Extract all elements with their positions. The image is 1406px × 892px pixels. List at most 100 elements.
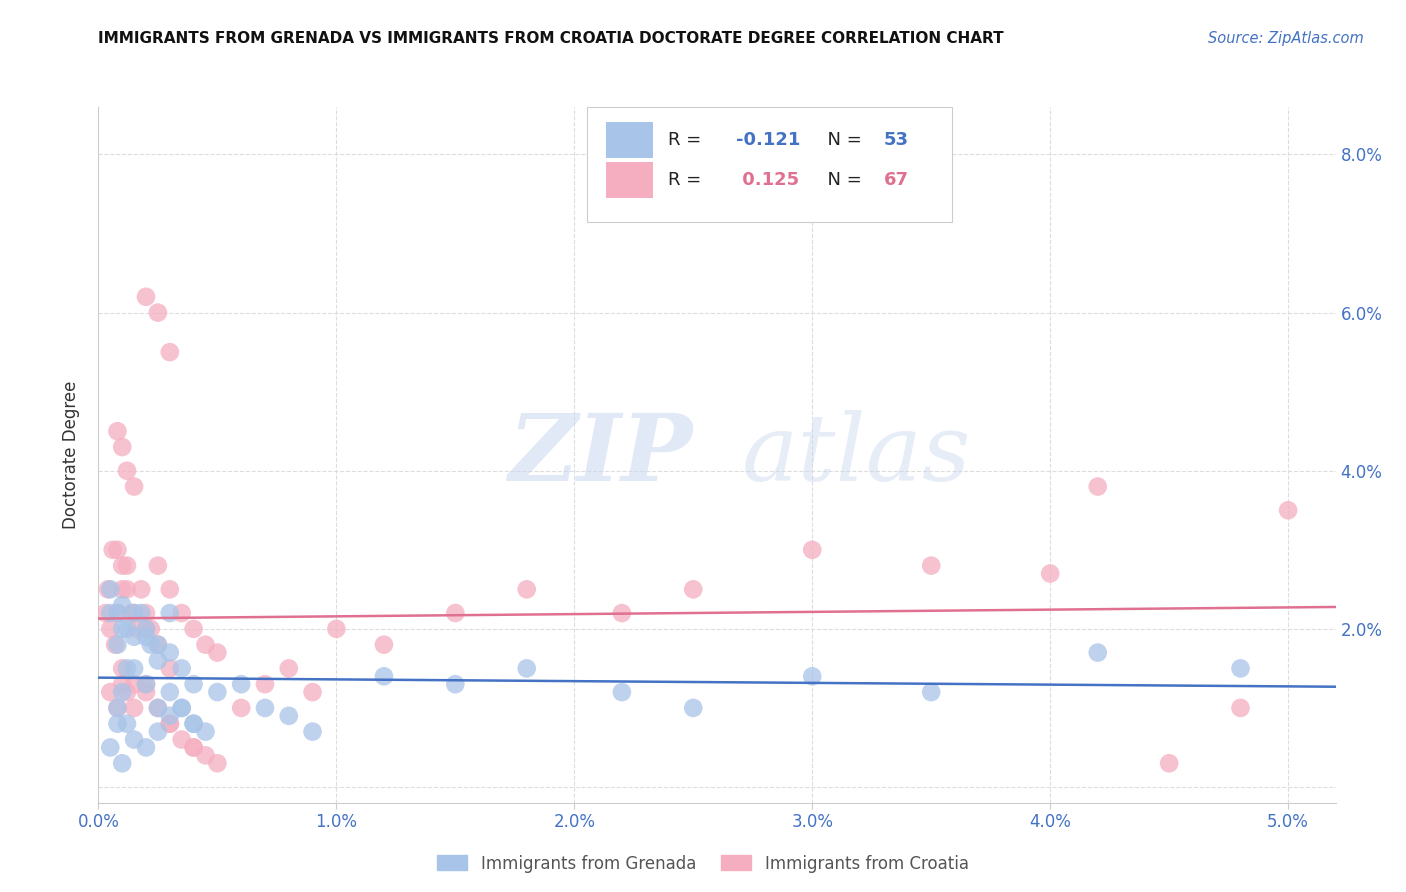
Point [159, 345, 181, 359]
Point [183, 677, 205, 691]
Point [122, 701, 145, 715]
Point [135, 740, 157, 755]
Point [1159, 756, 1181, 771]
Point [183, 740, 205, 755]
Point [129, 582, 152, 597]
Point [373, 638, 395, 652]
Point [111, 756, 134, 771]
Text: IMMIGRANTS FROM GRENADA VS IMMIGRANTS FROM CROATIA DOCTORATE DEGREE CORRELATION : IMMIGRANTS FROM GRENADA VS IMMIGRANTS FR… [98, 31, 1004, 46]
Point [920, 685, 942, 699]
Point [610, 606, 633, 620]
Point [97, 582, 120, 597]
Point [135, 685, 157, 699]
Point [159, 661, 181, 675]
Point [277, 661, 299, 675]
Point [146, 305, 169, 319]
Text: 67: 67 [884, 171, 910, 189]
Point [516, 582, 538, 597]
Point [111, 685, 134, 699]
Point [98, 606, 121, 620]
Point [183, 716, 205, 731]
Point [107, 638, 129, 652]
Text: atlas: atlas [742, 410, 972, 500]
Point [231, 677, 253, 691]
Text: 53: 53 [884, 131, 910, 149]
Point [301, 724, 323, 739]
Point [325, 622, 347, 636]
Point [444, 677, 467, 691]
Point [107, 542, 129, 557]
Point [159, 606, 181, 620]
Bar [606, 121, 652, 158]
Point [146, 701, 169, 715]
Text: -0.121: -0.121 [735, 131, 800, 149]
Point [801, 669, 824, 683]
Point [125, 622, 148, 636]
Point [115, 685, 138, 699]
Point [194, 638, 217, 652]
Point [115, 464, 138, 478]
Point [98, 740, 121, 755]
Point [207, 685, 229, 699]
Point [111, 558, 134, 573]
Point [194, 724, 217, 739]
Y-axis label: Doctorate Degree: Doctorate Degree [62, 381, 80, 529]
Point [111, 598, 134, 612]
Point [194, 748, 217, 763]
Text: 0.125: 0.125 [735, 171, 799, 189]
Text: N =: N = [815, 171, 868, 189]
Point [115, 622, 138, 636]
Point [682, 701, 704, 715]
Point [98, 685, 121, 699]
Point [135, 622, 157, 636]
Point [1087, 646, 1109, 660]
Legend: Immigrants from Grenada, Immigrants from Croatia: Immigrants from Grenada, Immigrants from… [430, 848, 976, 880]
Point [170, 606, 193, 620]
Point [159, 708, 181, 723]
Point [135, 606, 157, 620]
Point [115, 716, 138, 731]
Point [98, 622, 121, 636]
Point [122, 661, 145, 675]
Point [111, 677, 134, 691]
Point [277, 708, 299, 723]
Point [121, 606, 143, 620]
Point [1087, 479, 1109, 493]
Point [94, 606, 117, 620]
Point [111, 622, 134, 636]
Point [115, 661, 138, 675]
Point [129, 606, 152, 620]
Point [111, 661, 134, 675]
Point [159, 582, 181, 597]
Point [107, 701, 129, 715]
Point [183, 716, 205, 731]
Point [135, 677, 157, 691]
Point [444, 606, 467, 620]
Point [183, 740, 205, 755]
Point [801, 542, 824, 557]
Point [1229, 701, 1251, 715]
Point [159, 646, 181, 660]
Point [115, 558, 138, 573]
Bar [606, 162, 652, 198]
Point [146, 701, 169, 715]
Point [135, 677, 157, 691]
Point [516, 661, 538, 675]
Point [107, 606, 129, 620]
Point [920, 558, 942, 573]
Point [159, 716, 181, 731]
Point [122, 677, 145, 691]
Point [146, 653, 169, 667]
Point [139, 638, 162, 652]
Point [122, 479, 145, 493]
Point [104, 638, 127, 652]
Point [183, 622, 205, 636]
Point [122, 732, 145, 747]
Text: N =: N = [815, 131, 868, 149]
Point [122, 606, 145, 620]
Point [207, 756, 229, 771]
Point [170, 732, 193, 747]
Point [170, 701, 193, 715]
Text: Source: ZipAtlas.com: Source: ZipAtlas.com [1208, 31, 1364, 46]
Point [107, 424, 129, 438]
